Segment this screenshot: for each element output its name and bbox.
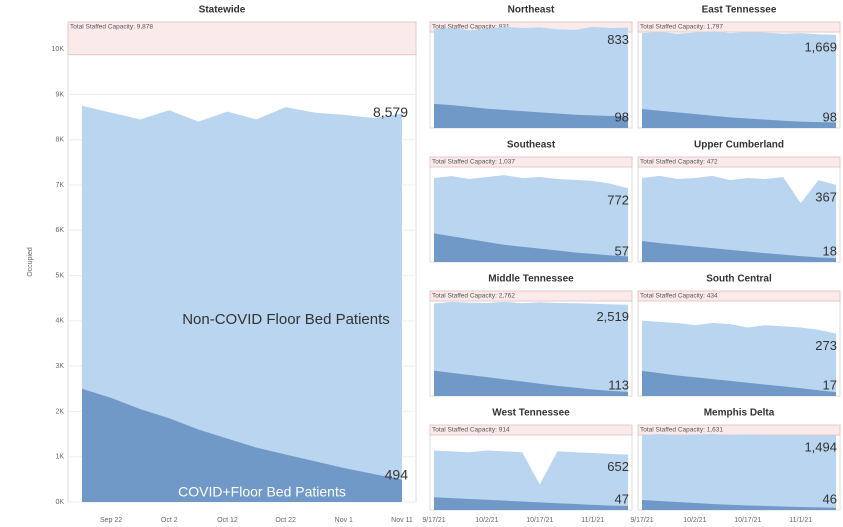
chart-title: Statewide bbox=[199, 5, 246, 16]
end-label: 833 bbox=[607, 32, 629, 47]
y-tick-label: 2K bbox=[55, 408, 64, 415]
end-label: 98 bbox=[615, 109, 629, 124]
area bbox=[434, 497, 628, 510]
end-label: 367 bbox=[815, 189, 837, 204]
y-tick-label: 9K bbox=[55, 91, 64, 98]
end-label: 8,579 bbox=[373, 104, 408, 120]
x-tick-label: 9/17/21 bbox=[422, 517, 445, 524]
capacity-label: Total Staffed Capacity: 9,878 bbox=[70, 24, 153, 31]
area bbox=[642, 31, 836, 129]
y-tick-label: 10K bbox=[52, 46, 65, 53]
end-label: 772 bbox=[607, 193, 629, 208]
chart-title: Upper Cumberland bbox=[694, 140, 784, 151]
capacity-band bbox=[429, 290, 633, 302]
area bbox=[642, 175, 836, 262]
capacity-label: Total Staffed Capacity: 472 bbox=[640, 159, 718, 166]
area bbox=[434, 450, 628, 510]
capacity-band bbox=[637, 21, 841, 33]
y-tick-label: 6K bbox=[55, 227, 64, 234]
area bbox=[642, 500, 836, 510]
chart-title: Southeast bbox=[507, 140, 556, 151]
x-tick-label: 10/17/21 bbox=[526, 517, 553, 524]
capacity-band bbox=[637, 156, 841, 168]
area bbox=[642, 434, 836, 510]
series-label: Non-COVID Floor Bed Patients bbox=[182, 311, 390, 328]
capacity-label: Total Staffed Capacity: 914 bbox=[432, 427, 510, 434]
end-label: 47 bbox=[615, 491, 629, 506]
area bbox=[82, 105, 402, 502]
capacity-band bbox=[429, 156, 633, 168]
end-label: 113 bbox=[608, 377, 629, 392]
area bbox=[434, 301, 628, 396]
end-label: 57 bbox=[615, 243, 629, 258]
capacity-label: Total Staffed Capacity: 1,037 bbox=[432, 159, 515, 166]
x-tick-label: Nov 1 bbox=[335, 517, 353, 524]
y-tick-label: 5K bbox=[55, 272, 64, 279]
end-label: 17 bbox=[823, 377, 837, 392]
capacity-label: Total Staffed Capacity: 1,797 bbox=[640, 24, 723, 31]
area bbox=[642, 370, 836, 396]
capacity-label: Total Staffed Capacity: 434 bbox=[640, 293, 718, 300]
end-label: 18 bbox=[823, 243, 837, 258]
end-label: 1,494 bbox=[804, 440, 837, 455]
capacity-label: Total Staffed Capacity: 1,631 bbox=[640, 427, 723, 434]
area bbox=[434, 175, 628, 262]
x-tick-label: Nov 11 bbox=[391, 517, 413, 524]
end-label: 46 bbox=[823, 491, 837, 506]
capacity-band bbox=[637, 290, 841, 302]
x-tick-label: 10/2/21 bbox=[475, 517, 498, 524]
area bbox=[82, 388, 402, 502]
x-tick-label: Oct 2 bbox=[161, 517, 178, 524]
chart-title: Northeast bbox=[508, 5, 555, 16]
capacity-label: Total Staffed Capacity: 831 bbox=[432, 24, 510, 31]
end-label: 1,669 bbox=[804, 39, 837, 54]
end-label: 652 bbox=[607, 459, 629, 474]
area bbox=[434, 103, 628, 128]
chart-title: Memphis Delta bbox=[704, 408, 775, 419]
end-label: 98 bbox=[823, 109, 837, 124]
x-tick-label: 11/1/21 bbox=[789, 517, 812, 524]
y-tick-label: 8K bbox=[55, 137, 64, 144]
area bbox=[434, 26, 628, 128]
x-tick-label: 9/17/21 bbox=[630, 517, 653, 524]
x-tick-label: 11/1/21 bbox=[581, 517, 604, 524]
x-tick-label: 10/2/21 bbox=[683, 517, 706, 524]
chart-title: Middle Tennessee bbox=[488, 274, 574, 285]
y-tick-label: 1K bbox=[55, 454, 64, 461]
series-label: COVID+Floor Bed Patients bbox=[178, 484, 346, 500]
y-tick-label: 0K bbox=[55, 499, 64, 506]
area bbox=[642, 109, 836, 128]
area bbox=[434, 370, 628, 396]
area bbox=[642, 241, 836, 262]
end-label: 2,519 bbox=[596, 309, 629, 324]
y-tick-label: 4K bbox=[55, 318, 64, 325]
chart-title: South Central bbox=[706, 274, 772, 285]
x-tick-label: Oct 22 bbox=[275, 517, 296, 524]
area bbox=[434, 233, 628, 262]
x-tick-label: Sep 22 bbox=[100, 517, 122, 524]
capacity-band bbox=[429, 424, 633, 436]
capacity-label: Total Staffed Capacity: 2,762 bbox=[432, 293, 515, 300]
x-tick-label: 10/17/21 bbox=[734, 517, 761, 524]
y-tick-label: 3K bbox=[55, 363, 64, 370]
x-tick-label: Oct 12 bbox=[217, 517, 238, 524]
end-label: 273 bbox=[815, 338, 837, 353]
chart-title: West Tennessee bbox=[492, 408, 570, 419]
chart-title: East Tennessee bbox=[702, 5, 777, 16]
end-label: 494 bbox=[385, 467, 409, 483]
y-axis-label: Occupied bbox=[27, 247, 34, 277]
y-tick-label: 7K bbox=[55, 182, 64, 189]
